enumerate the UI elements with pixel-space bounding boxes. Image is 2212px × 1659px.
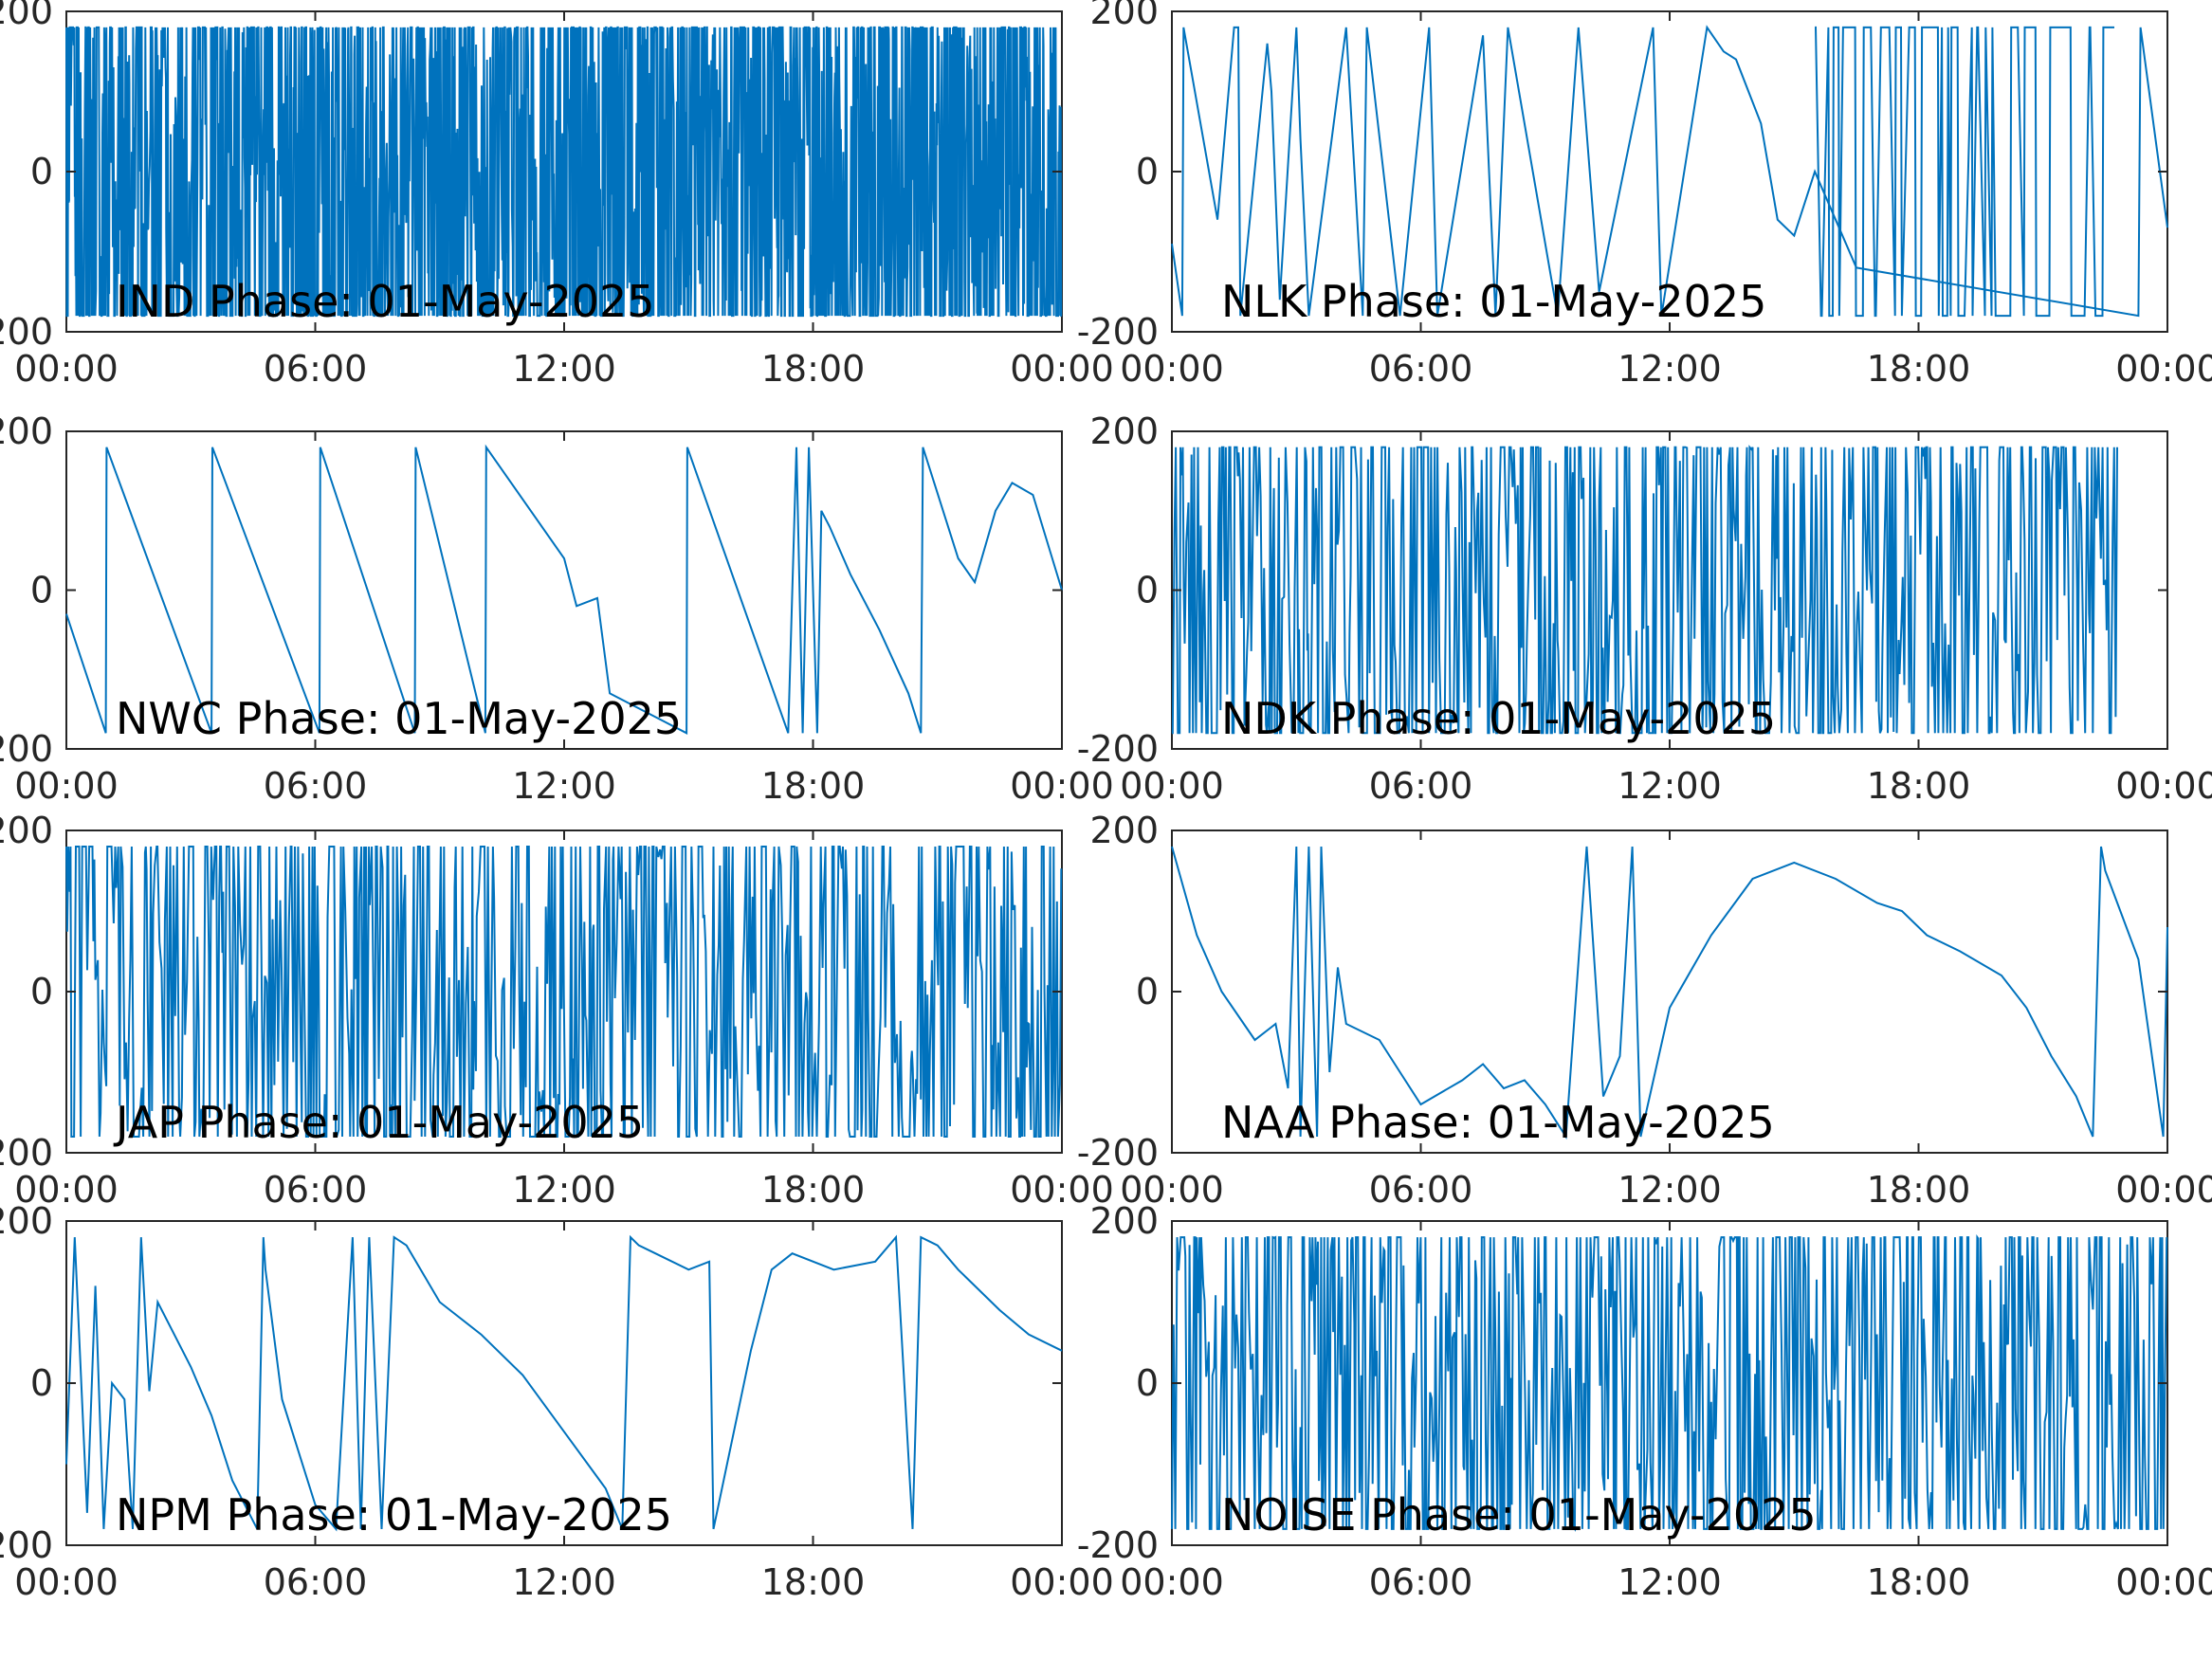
chart-panel-7: -200 0 200 00:00 06:00 12:00 18:00 00:00 NPM Pha… (0, 1200, 1114, 1603)
panel-title: NWC Phase: 01-May-2025 (116, 693, 682, 744)
x-tick-label: 18:00 (1867, 1561, 1971, 1603)
x-tick-label: 00:00 (1010, 1561, 1114, 1603)
panel-title: NPM Phase: 01-May-2025 (116, 1489, 672, 1540)
plot-area (1171, 830, 2168, 1154)
x-tick-label: 00:00 (1120, 1169, 1224, 1211)
y-tick-label: 0 (1136, 1362, 1159, 1404)
x-tick-label: 06:00 (1369, 1561, 1473, 1603)
y-tick-label: 200 (0, 1200, 53, 1242)
y-tick-label: -200 (0, 311, 53, 353)
x-tick-label: 00:00 (14, 348, 119, 390)
x-tick-label: 00:00 (1010, 1169, 1114, 1211)
x-tick-label: 00:00 (1120, 765, 1224, 807)
series-line (1171, 846, 2168, 1140)
y-tick-label: 0 (30, 151, 53, 192)
y-tick-label: 0 (30, 971, 53, 1012)
series-line (1171, 25, 2168, 318)
y-tick-label: -200 (1077, 311, 1159, 353)
x-tick-label: 12:00 (1618, 348, 1722, 390)
chart-panel-3: -200 0 200 00:00 06:00 12:00 18:00 00:00 NWC Pha… (0, 410, 1114, 807)
chart-panel-5: -200 0 200 00:00 06:00 12:00 18:00 00:00 JAP Pha… (0, 810, 1114, 1211)
x-tick-label: 06:00 (264, 348, 368, 390)
x-tick-label: 00:00 (2115, 1169, 2212, 1211)
y-tick-label: 200 (0, 410, 53, 452)
y-tick-label: 0 (30, 570, 53, 611)
x-tick-label: 18:00 (1867, 348, 1971, 390)
x-tick-label: 00:00 (14, 765, 119, 807)
x-tick-label: 00:00 (14, 1169, 119, 1211)
y-tick-label: 0 (30, 1362, 53, 1404)
y-tick-label: -200 (1077, 1132, 1159, 1174)
x-tick-label: 12:00 (1618, 765, 1722, 807)
x-tick-label: 18:00 (761, 765, 866, 807)
chart-panel-6: -200 0 200 00:00 06:00 12:00 18:00 00:00 NAA Pha… (1077, 810, 2212, 1211)
x-tick-label: 00:00 (2115, 348, 2212, 390)
x-tick-label: 12:00 (512, 1561, 616, 1603)
panel-title: NOISE Phase: 01-May-2025 (1221, 1489, 1817, 1540)
x-tick-label: 18:00 (1867, 1169, 1971, 1211)
panel-title: NAA Phase: 01-May-2025 (1221, 1097, 1775, 1148)
y-tick-label: 200 (1089, 0, 1159, 32)
x-tick-label: 06:00 (264, 765, 368, 807)
series-noise-line (1815, 26, 2114, 318)
y-tick-label: -200 (0, 1524, 53, 1566)
panel-title: NLK Phase: 01-May-2025 (1221, 276, 1766, 327)
x-tick-label: 00:00 (2115, 765, 2212, 807)
x-tick-label: 18:00 (761, 1169, 866, 1211)
y-tick-label: 200 (0, 810, 53, 851)
y-tick-label: 0 (1136, 151, 1159, 192)
x-tick-label: 00:00 (14, 1561, 119, 1603)
x-tick-label: 18:00 (1867, 765, 1971, 807)
x-tick-label: 18:00 (761, 1561, 866, 1603)
x-tick-label: 00:00 (1120, 1561, 1224, 1603)
x-tick-label: 12:00 (512, 348, 616, 390)
series-line (65, 444, 1063, 735)
x-tick-label: 00:00 (1120, 348, 1224, 390)
x-tick-label: 06:00 (264, 1561, 368, 1603)
x-tick-label: 00:00 (1010, 348, 1114, 390)
y-tick-label: 200 (1089, 810, 1159, 851)
x-tick-label: 06:00 (1369, 348, 1473, 390)
series-line (65, 1234, 1063, 1532)
x-tick-label: 12:00 (1618, 1561, 1722, 1603)
y-tick-label: 200 (1089, 1200, 1159, 1242)
chart-panel-2: -200 0 200 00:00 06:00 12:00 18:00 00:00 NLK Pha… (1077, 0, 2212, 390)
y-tick-label: -200 (1077, 1524, 1159, 1566)
series-line (1171, 445, 2118, 735)
panel-title: NDK Phase: 01-May-2025 (1221, 693, 1776, 744)
series-line (65, 846, 1063, 1138)
x-tick-label: 18:00 (761, 348, 866, 390)
x-tick-label: 12:00 (512, 765, 616, 807)
chart-panel-8: -200 0 200 00:00 06:00 12:00 18:00 00:00 NOISE P… (1077, 1200, 2212, 1603)
x-tick-label: 06:00 (1369, 765, 1473, 807)
x-tick-label: 00:00 (2115, 1561, 2212, 1603)
x-tick-label: 12:00 (512, 1169, 616, 1211)
y-tick-label: 0 (1136, 971, 1159, 1012)
series-line (65, 26, 1063, 318)
chart-panel-4: -200 0 200 00:00 06:00 12:00 18:00 00:00 NDK Pha… (1077, 410, 2212, 807)
x-tick-label: 00:00 (1010, 765, 1114, 807)
x-tick-label: 06:00 (1369, 1169, 1473, 1211)
y-tick-label: -200 (0, 728, 53, 770)
series-line (1171, 1234, 2168, 1532)
panel-title: JAP Phase: 01-May-2025 (113, 1097, 644, 1148)
panel-title: IND Phase: 01-May-2025 (116, 276, 655, 327)
x-tick-label: 06:00 (264, 1169, 368, 1211)
y-tick-label: -200 (0, 1132, 53, 1174)
y-tick-label: -200 (1077, 728, 1159, 770)
chart-panel-1: -200 0 200 00:00 06:00 12:00 18:00 00:00 IND Pha… (0, 0, 1114, 390)
x-tick-label: 12:00 (1618, 1169, 1722, 1211)
y-tick-label: 200 (1089, 410, 1159, 452)
y-tick-label: 200 (0, 0, 53, 32)
y-tick-label: 0 (1136, 570, 1159, 611)
